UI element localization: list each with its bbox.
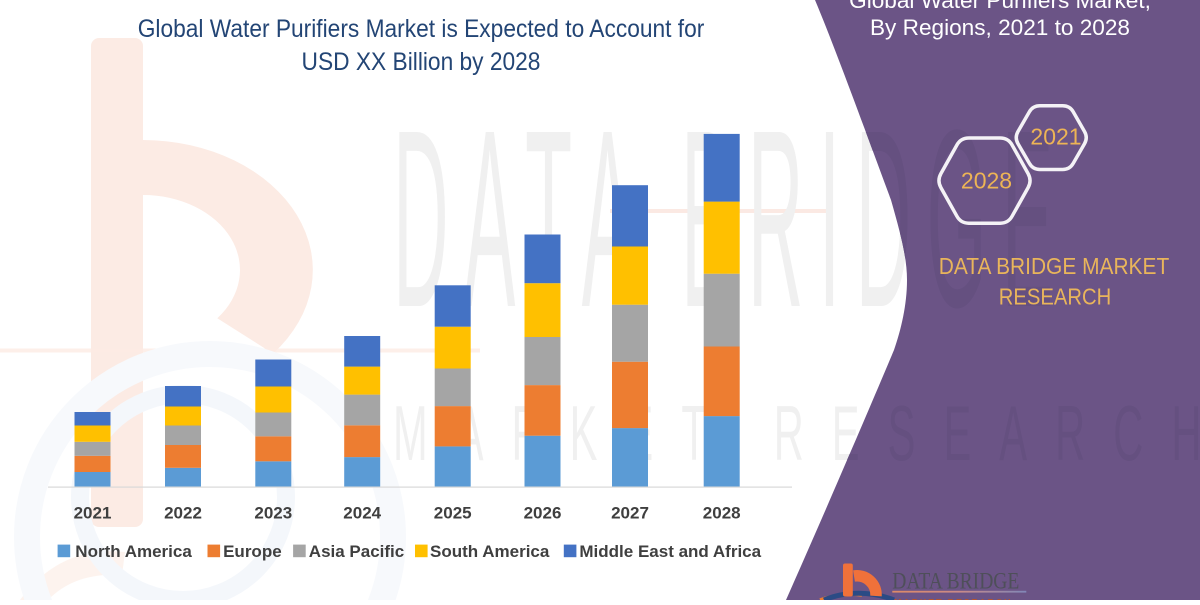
svg-text:By Regions, 2021 to 2028: By Regions, 2021 to 2028	[870, 15, 1130, 40]
svg-text:North America: North America	[75, 542, 192, 561]
svg-text:DATA BRIDGE: DATA BRIDGE	[892, 568, 1019, 594]
svg-text:Europe: Europe	[223, 542, 282, 561]
svg-text:2021: 2021	[74, 504, 112, 523]
svg-text:2028: 2028	[703, 504, 741, 523]
svg-text:2026: 2026	[524, 504, 562, 523]
svg-text:2021: 2021	[1030, 124, 1081, 150]
svg-text:RESEARCH: RESEARCH	[999, 283, 1111, 310]
svg-text:2025: 2025	[434, 504, 472, 523]
svg-text:South America: South America	[430, 542, 550, 561]
svg-text:2024: 2024	[343, 504, 381, 523]
svg-text:USD XX Billion by 2028: USD XX Billion by 2028	[302, 48, 541, 76]
svg-text:DATA BRIDGE MARKET: DATA BRIDGE MARKET	[939, 253, 1169, 279]
svg-text:2028: 2028	[961, 168, 1012, 194]
svg-text:Global Water Purifiers Market,: Global Water Purifiers Market,	[849, 0, 1151, 13]
svg-text:2022: 2022	[164, 504, 202, 523]
svg-text:2027: 2027	[611, 504, 649, 523]
svg-text:Asia Pacific: Asia Pacific	[309, 542, 404, 561]
svg-text:Global Water Purifiers Market: Global Water Purifiers Market is Expecte…	[138, 15, 705, 43]
svg-text:Middle East and Africa: Middle East and Africa	[579, 542, 761, 561]
svg-text:2023: 2023	[254, 504, 292, 523]
